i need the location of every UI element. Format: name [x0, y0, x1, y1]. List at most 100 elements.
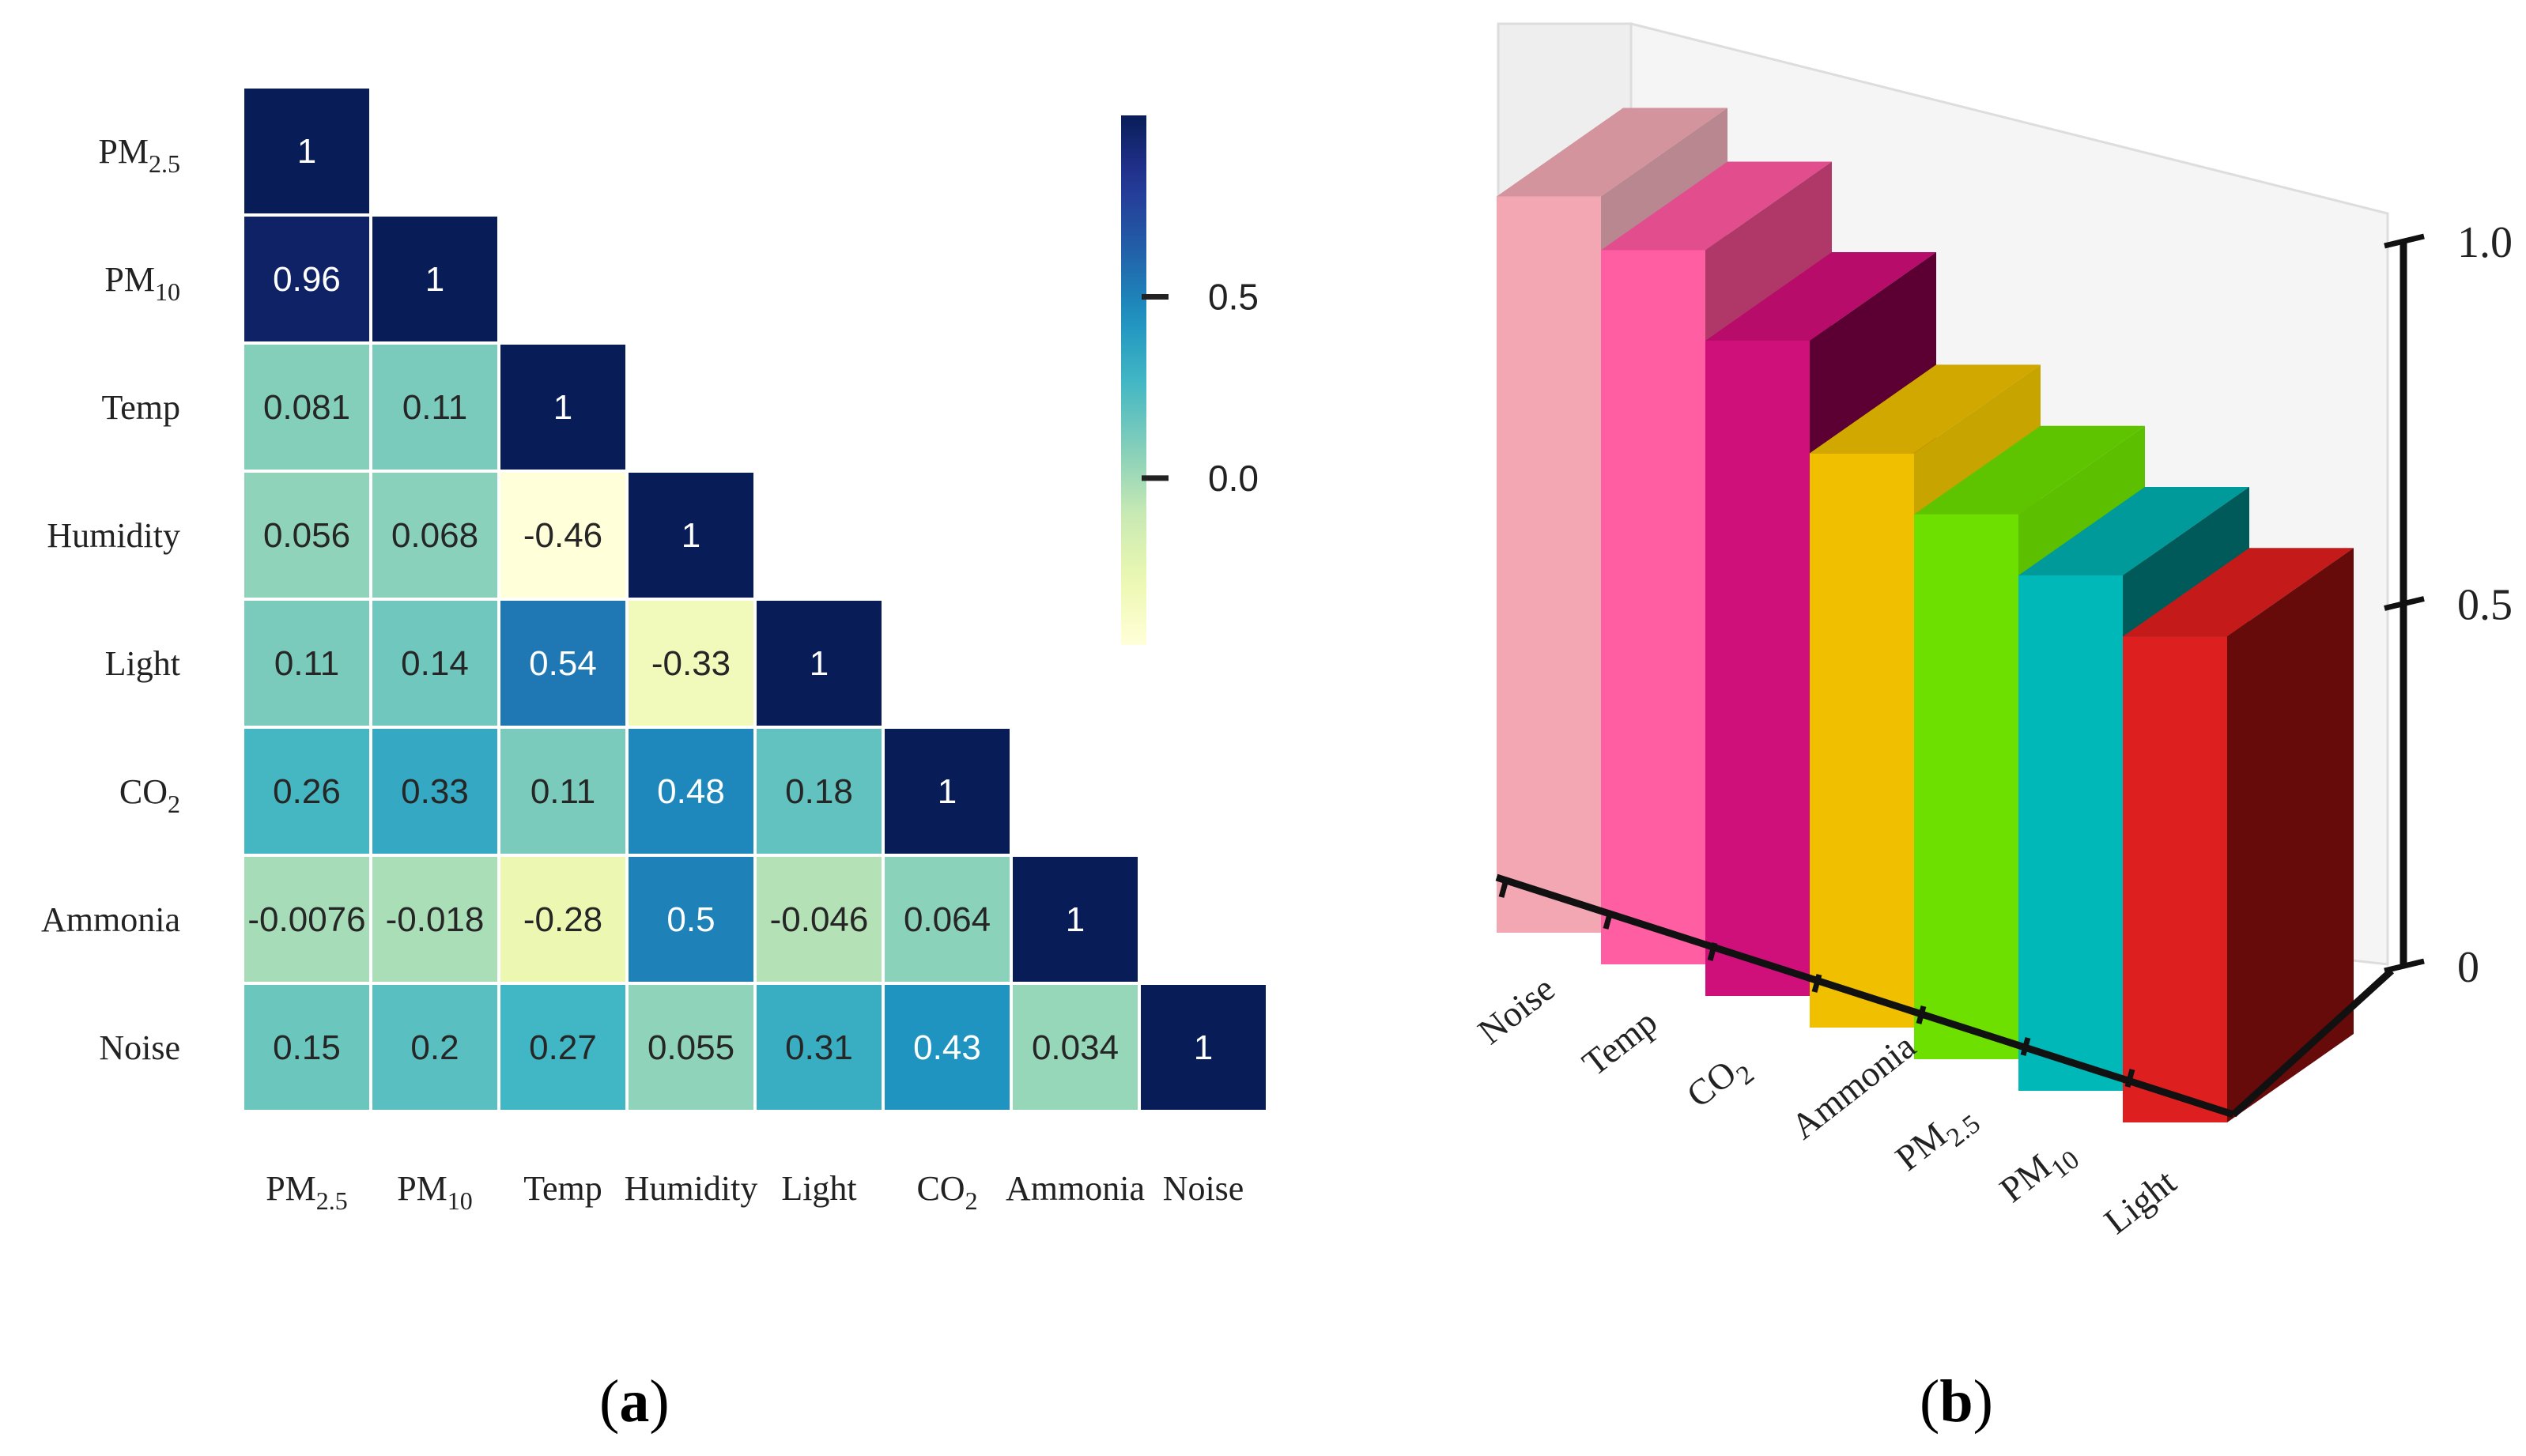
heatmap-cell-value: 0.15	[273, 1028, 341, 1067]
heatmap-cell-value: 1	[297, 132, 316, 171]
heatmap-row-label: CO2	[119, 772, 180, 818]
heatmap-row-label: Light	[105, 644, 180, 683]
heatmap-col-label: Light	[781, 1169, 856, 1208]
heatmap-cell-value: 0.18	[785, 772, 853, 811]
panel-label-a: (a)	[599, 1368, 670, 1435]
heatmap-cell	[369, 726, 500, 857]
heatmap-cell	[497, 982, 629, 1113]
heatmap-cell-value: 0.27	[529, 1028, 597, 1067]
heatmap-cell-value: 0.11	[274, 644, 339, 683]
heatmap-cell	[625, 726, 757, 857]
bar-front-face	[1601, 250, 1705, 964]
bar-side-face	[2227, 548, 2354, 1122]
x-tick	[2020, 1037, 2031, 1056]
z-tick	[2384, 233, 2425, 249]
heatmap-cell	[753, 726, 885, 857]
bar-top-face	[1810, 364, 2041, 454]
x-tick	[1707, 942, 1718, 961]
x-tick-label: Temp	[1575, 1001, 1664, 1084]
heatmap-row-label: PM10	[104, 260, 180, 306]
bar-front-face	[1810, 453, 1914, 1028]
heatmap-cell-value: 0.26	[273, 772, 341, 811]
heatmap-cell-value: -0.018	[386, 900, 485, 939]
bar-front-face	[2123, 636, 2227, 1122]
heatmap-cell-value: 1	[938, 772, 957, 811]
bar-front-face	[2018, 575, 2123, 1091]
depth-axis-line	[2230, 968, 2395, 1118]
heatmap-cell-value: 0.48	[657, 772, 725, 811]
colorbar-gradient	[1121, 115, 1146, 645]
correlation-heatmap: 1 0.96 1 0.081 0.11 1 0.056 0.068 -0.46 1 0.11 0.14…	[41, 85, 1269, 1215]
x-tick	[1603, 911, 1614, 930]
heatmap-cell-value: 0.2	[410, 1028, 459, 1067]
heatmap-cell	[241, 85, 372, 217]
heatmap-cell	[882, 982, 1013, 1113]
heatmap-col-label: Temp	[523, 1169, 602, 1208]
z-tick-label: 0	[2457, 943, 2479, 992]
heatmap-cell-value: 0.081	[263, 388, 350, 427]
heatmap-cell	[882, 854, 1013, 985]
heatmap-cell	[369, 598, 500, 729]
heatmap-cell	[625, 470, 757, 601]
x-tick-label: Noise	[1471, 968, 1562, 1052]
heatmap-cell-value: 0.43	[913, 1028, 981, 1067]
z-tick-label: 0.5	[2457, 581, 2513, 630]
heatmap-cell-value: 0.055	[648, 1028, 734, 1067]
heatmap-cell-value: 1	[1066, 900, 1085, 939]
heatmap-cell-value: 0.068	[391, 516, 478, 555]
heatmap-col-label: CO2	[916, 1169, 977, 1215]
bar-front-face	[1914, 514, 2018, 1059]
heatmap-cell-value: 1	[682, 516, 700, 555]
heatmap-col-label: Humidity	[625, 1169, 758, 1208]
bar-top-face	[1914, 425, 2145, 515]
colorbar-tick-label: 0.5	[1208, 276, 1259, 317]
x-tick-label: PM2.5	[1888, 1094, 1986, 1186]
bar-front-face	[1497, 196, 1601, 933]
heatmap-cell-value: 1	[553, 388, 572, 427]
heatmap-cell-value: -0.33	[651, 644, 731, 683]
heatmap-col-label: PM10	[397, 1169, 473, 1215]
x-tick	[1916, 1005, 1927, 1024]
heatmap-row-label: PM2.5	[98, 132, 180, 178]
x-tick-label: CO2	[1679, 1044, 1760, 1122]
x-tick-label: Light	[2097, 1161, 2184, 1242]
bar-front-face	[1705, 340, 1810, 997]
heatmap-cell	[882, 726, 1013, 857]
x-tick	[1811, 974, 1822, 993]
heatmap-col-label: PM2.5	[266, 1169, 348, 1215]
heatmap-cell-value: -0.0076	[247, 900, 365, 939]
z-tick-label: 1.0	[2457, 218, 2513, 267]
bar-top-face	[1601, 161, 1832, 251]
heatmap-col-label: Noise	[1163, 1169, 1244, 1208]
heatmap-cell-value: -0.28	[523, 900, 602, 939]
panel-label-b: (b)	[1920, 1368, 1993, 1435]
heatmap-cell-value: 0.11	[402, 388, 467, 427]
heatmap-cell	[497, 726, 629, 857]
heatmap-cell	[1010, 854, 1141, 985]
heatmap-cell	[241, 982, 372, 1113]
heatmap-cell	[241, 213, 372, 345]
heatmap-colorbar: 0.5 0.0	[1121, 115, 1259, 645]
heatmap-cell-value: 1	[1194, 1028, 1213, 1067]
heatmap-cell-value: 0.064	[904, 900, 991, 939]
x-tick	[2124, 1069, 2135, 1088]
heatmap-cell-value: 0.11	[530, 772, 595, 811]
bar-top-face	[2018, 486, 2249, 575]
heatmap-cell-value: 1	[810, 644, 829, 683]
bar-top-face	[1705, 251, 1936, 341]
heatmap-cell-value: 0.5	[666, 900, 715, 939]
heatmap-row-label: Temp	[101, 388, 180, 427]
heatmap-cell-value: 0.96	[273, 260, 341, 299]
heatmap-cell	[1010, 982, 1141, 1113]
heatmap-cell	[369, 470, 500, 601]
heatmap-cell	[625, 598, 757, 729]
heatmap-cell	[1138, 982, 1269, 1113]
bar-top-face	[1497, 108, 1727, 197]
heatmap-cell	[241, 854, 372, 985]
heatmap-col-label: Ammonia	[1006, 1169, 1145, 1208]
bar-top-face	[2123, 548, 2354, 637]
colorbar-tick-label: 0.0	[1208, 458, 1259, 499]
heatmap-cell-value: 0.14	[401, 644, 469, 683]
